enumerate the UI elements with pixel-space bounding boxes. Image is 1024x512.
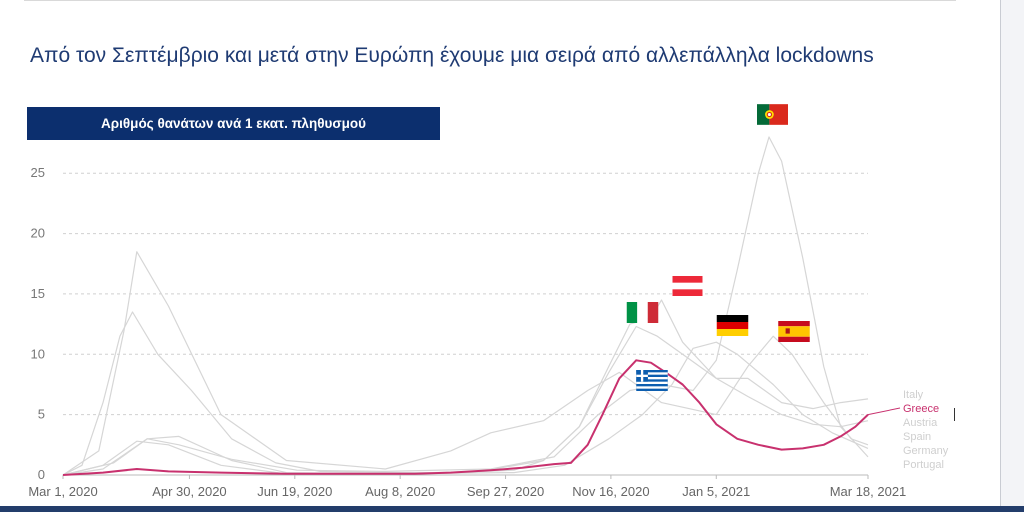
chart-subtitle-box: Αριθμός θανάτων ανά 1 εκατ. πληθυσμού (27, 107, 440, 140)
text-cursor (954, 408, 955, 421)
x-tick-label: Nov 16, 2020 (572, 484, 649, 499)
series-line-austria (62, 299, 869, 476)
series-line-spain (62, 251, 869, 476)
x-tick-label: Mar 18, 2021 (830, 484, 907, 499)
spain-flag-icon (778, 321, 810, 342)
series-line-portugal (62, 136, 869, 476)
x-tick-label: Jan 5, 2021 (682, 484, 750, 499)
germany-flag-icon (716, 315, 749, 336)
x-tick-label: Aug 8, 2020 (365, 484, 435, 499)
series-layer (62, 136, 869, 476)
y-tick-label: 20 (31, 226, 45, 241)
y-tick-label: 25 (31, 165, 45, 180)
italy-flag-icon (626, 302, 659, 323)
slide-title: Από τον Σεπτέμβριο και μετά στην Ευρώπη … (30, 44, 874, 67)
y-tick-label: 15 (31, 286, 45, 301)
y-tick-label: 10 (31, 346, 45, 361)
greece-flag-icon (636, 370, 668, 391)
y-tick-label: 5 (38, 407, 45, 422)
series-line-greece (62, 359, 869, 476)
series-line-italy (62, 311, 869, 476)
series-label: Germany (903, 445, 949, 457)
chart-subtitle: Αριθμός θανάτων ανά 1 εκατ. πληθυσμού (101, 116, 366, 131)
series-line-germany (62, 341, 869, 476)
top-rule (24, 0, 956, 1)
series-label: Greece (903, 403, 939, 415)
series-label: Austria (903, 417, 938, 429)
y-tick-label: 0 (38, 467, 45, 482)
series-label: Portugal (903, 459, 944, 471)
series-label-layer: Italy Greece Austria Spain Germany Portugal (867, 389, 949, 471)
austria-flag-icon (672, 276, 703, 296)
x-tick-label: Mar 1, 2020 (28, 484, 97, 499)
x-tick-label: Apr 30, 2020 (152, 484, 226, 499)
scrollbar-border (1000, 0, 1001, 512)
scrollbar-track[interactable] (1001, 0, 1024, 512)
bottom-bar (0, 506, 1024, 512)
series-label: Italy (903, 389, 924, 401)
axis-layer: 0 5 10 15 20 25 Mar 1, 2020 Apr 30, 2020 Jun 19,… (28, 165, 906, 499)
series-label-leader (867, 407, 901, 416)
portugal-flag-icon (757, 104, 788, 125)
x-tick-label: Sep 27, 2020 (467, 484, 544, 499)
series-label: Spain (903, 431, 931, 443)
x-tick-label: Jun 19, 2020 (257, 484, 332, 499)
